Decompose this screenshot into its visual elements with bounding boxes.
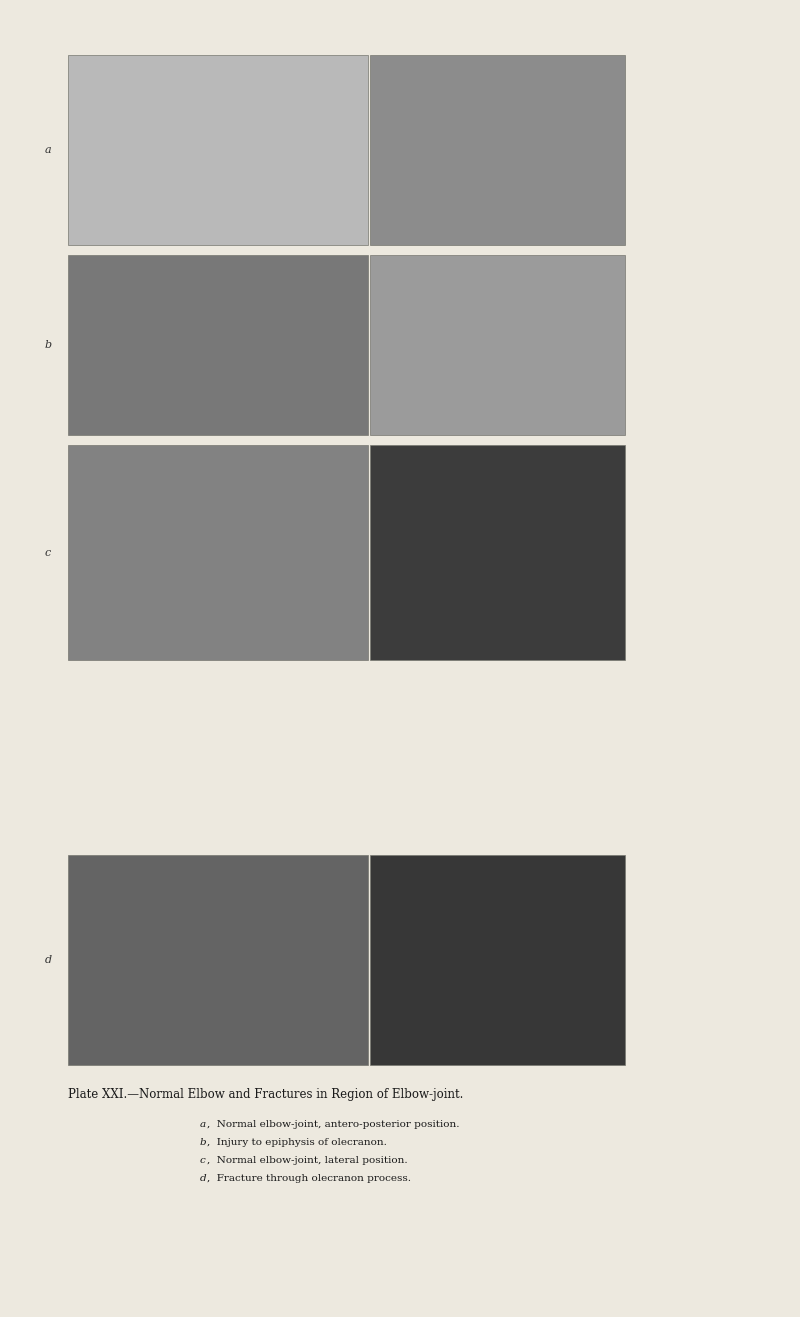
Text: c: c (200, 1156, 206, 1166)
Bar (370, 55, 625, 245)
Text: ,  Fracture through olecranon process.: , Fracture through olecranon process. (207, 1173, 411, 1183)
Text: ,  Normal elbow-joint, antero-posterior position.: , Normal elbow-joint, antero-posterior p… (207, 1119, 459, 1129)
Text: Plate XXI.—Normal Elbow and Fractures in Region of Elbow-joint.: Plate XXI.—Normal Elbow and Fractures in… (68, 1088, 463, 1101)
Text: a: a (45, 145, 51, 155)
Text: d: d (200, 1173, 206, 1183)
Bar (370, 445, 625, 660)
Text: ,  Normal elbow-joint, lateral position.: , Normal elbow-joint, lateral position. (207, 1156, 408, 1166)
Text: b: b (45, 340, 51, 350)
Bar (68, 445, 368, 660)
Text: c: c (45, 548, 51, 557)
Bar (370, 855, 625, 1065)
Text: a: a (200, 1119, 206, 1129)
Bar (68, 255, 368, 435)
Text: d: d (45, 955, 51, 965)
Bar (370, 255, 625, 435)
Bar (68, 55, 368, 245)
Text: ,  Injury to epiphysis of olecranon.: , Injury to epiphysis of olecranon. (207, 1138, 387, 1147)
Text: b: b (200, 1138, 206, 1147)
Bar (68, 855, 368, 1065)
